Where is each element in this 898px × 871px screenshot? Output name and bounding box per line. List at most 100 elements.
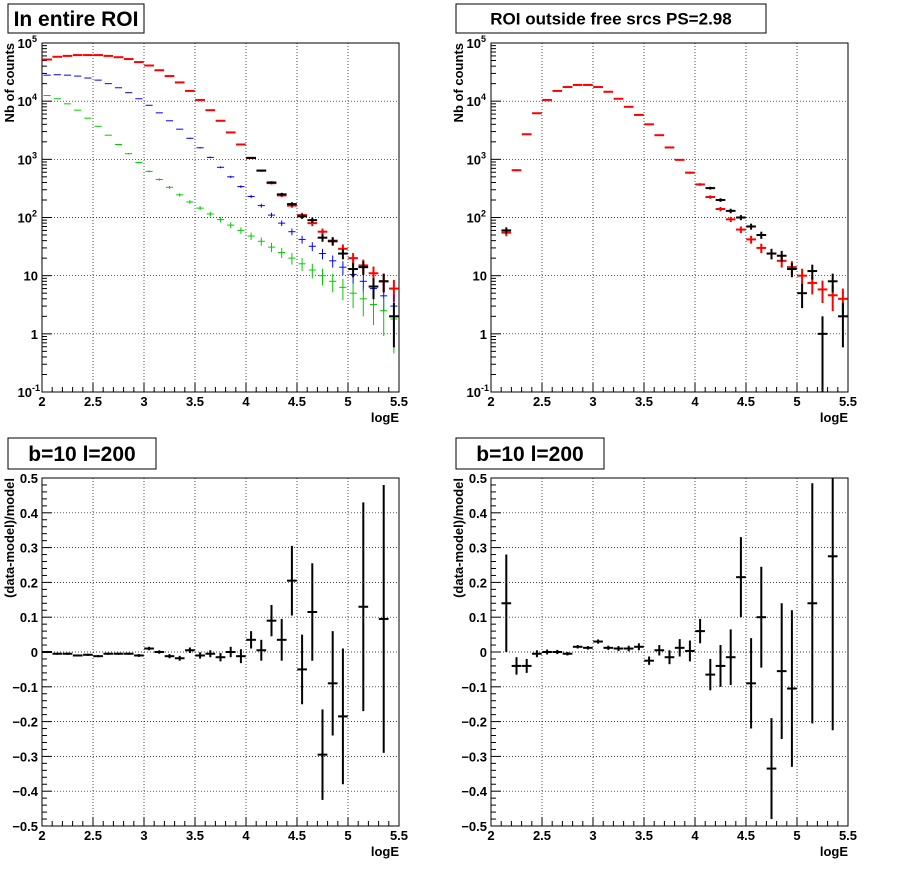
title-box bbox=[455, 437, 605, 470]
y-tick-label: 0.1 bbox=[20, 610, 38, 625]
x-tick-label: 4 bbox=[691, 828, 699, 843]
y-tick-label: −0.3 bbox=[461, 749, 487, 764]
x-tick-label: 3.5 bbox=[635, 828, 653, 843]
x-tick-label: 4 bbox=[691, 394, 699, 409]
y-tick-exponent: 4 bbox=[481, 92, 486, 102]
chart-panel-1: 22.533.544.555.510-111010210310410510log… bbox=[2, 3, 408, 425]
y-tick-label: −0.4 bbox=[461, 784, 487, 799]
y-tick-label: 0 bbox=[480, 645, 487, 660]
x-tick-label: 4 bbox=[242, 828, 250, 843]
y-axis-label: Nb of counts bbox=[2, 43, 17, 122]
y-tick-label: 0.3 bbox=[469, 541, 487, 556]
x-tick-label: 2 bbox=[38, 394, 45, 409]
title-box bbox=[455, 3, 767, 34]
y-tick-label: 0.3 bbox=[20, 541, 38, 556]
y-tick-label: 0 bbox=[31, 645, 38, 660]
x-tick-label: 2 bbox=[487, 394, 494, 409]
y-tick-label: 0.5 bbox=[469, 471, 487, 486]
y-tick-label: −0.5 bbox=[12, 819, 38, 834]
y-tick-label: −0.4 bbox=[12, 784, 38, 799]
x-tick-label: 3.5 bbox=[186, 394, 204, 409]
y-tick-label: 0.4 bbox=[20, 506, 39, 521]
x-tick-label: 3 bbox=[140, 394, 147, 409]
x-tick-label: 5 bbox=[344, 394, 351, 409]
x-tick-label: 5.5 bbox=[390, 828, 408, 843]
y-tick-label: 0.1 bbox=[469, 610, 487, 625]
y-tick-label: 1 bbox=[31, 327, 38, 342]
x-tick-label: 5 bbox=[344, 828, 351, 843]
series-1 bbox=[501, 83, 848, 317]
y-tick-exponent: 5 bbox=[481, 34, 486, 44]
y-tick-label: 10 bbox=[467, 94, 481, 109]
chart-panel-2: 22.533.544.555.510-111010210310410510log… bbox=[451, 3, 857, 425]
series-4 bbox=[246, 156, 399, 348]
chart-title: ROI outside free srcs PS=2.98 bbox=[490, 10, 731, 29]
x-tick-label: 2.5 bbox=[533, 394, 551, 409]
chart-title: In entire ROI bbox=[14, 8, 139, 31]
y-axis-label: Nb of counts bbox=[451, 43, 466, 122]
y-tick-exponent: 3 bbox=[32, 150, 37, 160]
x-tick-label: 5.5 bbox=[839, 828, 857, 843]
y-tick-label: −0.5 bbox=[461, 819, 487, 834]
x-axis-label: logE bbox=[820, 410, 848, 425]
y-tick-label: 10 bbox=[18, 36, 32, 51]
title-box bbox=[7, 3, 145, 34]
y-tick-label: 10 bbox=[473, 269, 487, 284]
y-tick-label: 10 bbox=[467, 211, 481, 226]
x-tick-label: 3 bbox=[589, 828, 596, 843]
y-tick-exponent: 3 bbox=[481, 150, 486, 160]
x-axis-label: logE bbox=[820, 844, 848, 859]
y-tick-label: 10 bbox=[24, 269, 38, 284]
chart-panel-3: 2 2.5 3 3.5 4 4.5 5 5.5 −0.5 −0.4 −0.3 −0.2 −0.1 0 0.1… bbox=[2, 437, 408, 859]
y-tick-label: 10 bbox=[18, 211, 32, 226]
y-tick-label: −0.3 bbox=[12, 749, 38, 764]
x-tick-label: 5 bbox=[793, 394, 800, 409]
y-tick-label: −0.1 bbox=[461, 680, 487, 695]
chart-panel-4: 2 2.5 3 3.5 4 4.5 5 5.5 −0.5 −0.4 −0.3 −0.2 −0.1 0 0.1… bbox=[451, 437, 857, 859]
y-tick-label: 10 bbox=[18, 94, 32, 109]
y-tick-exponent: -1 bbox=[32, 383, 40, 393]
x-tick-label: 3.5 bbox=[635, 394, 653, 409]
y-tick-label: 0.4 bbox=[469, 506, 488, 521]
y-tick-exponent: -1 bbox=[481, 383, 489, 393]
y-tick-label: −0.2 bbox=[12, 715, 38, 730]
y-tick-label: 1 bbox=[480, 327, 487, 342]
x-tick-label: 3 bbox=[589, 394, 596, 409]
y-tick-exponent: 2 bbox=[32, 209, 37, 219]
y-tick-label: 10 bbox=[467, 152, 481, 167]
title-box bbox=[7, 437, 157, 470]
x-tick-label: 4 bbox=[242, 394, 250, 409]
y-tick-label: 10 bbox=[467, 36, 481, 51]
x-tick-label: 2.5 bbox=[533, 828, 551, 843]
x-tick-label: 4.5 bbox=[737, 828, 755, 843]
x-tick-label: 2 bbox=[487, 828, 494, 843]
y-axis-label: (data-model)/model bbox=[2, 478, 17, 598]
y-tick-label: 0.2 bbox=[20, 575, 38, 590]
x-axis-label: logE bbox=[371, 844, 399, 859]
y-tick-label: −0.1 bbox=[12, 680, 38, 695]
y-tick-label: 0.2 bbox=[469, 575, 487, 590]
x-tick-label: 5.5 bbox=[390, 394, 408, 409]
x-tick-label: 4.5 bbox=[288, 828, 306, 843]
y-tick-label: −0.2 bbox=[461, 715, 487, 730]
y-tick-label: 10 bbox=[18, 385, 32, 400]
y-tick-exponent: 5 bbox=[32, 34, 37, 44]
series-1 bbox=[42, 484, 389, 800]
y-tick-label: 10 bbox=[467, 385, 481, 400]
series-2 bbox=[501, 186, 848, 392]
y-tick-exponent: 4 bbox=[32, 92, 37, 102]
x-tick-label: 4.5 bbox=[288, 394, 306, 409]
x-tick-label: 3.5 bbox=[186, 828, 204, 843]
x-tick-label: 4.5 bbox=[737, 394, 755, 409]
y-tick-exponent: 2 bbox=[481, 209, 486, 219]
y-tick-label: 10 bbox=[18, 152, 32, 167]
chart-title: b=10 l=200 bbox=[28, 443, 135, 466]
x-tick-label: 3 bbox=[140, 828, 147, 843]
x-tick-label: 5 bbox=[793, 828, 800, 843]
x-tick-label: 5.5 bbox=[839, 394, 857, 409]
y-axis-label: (data-model)/model bbox=[451, 478, 466, 598]
y-tick-label: 0.5 bbox=[20, 471, 38, 486]
x-tick-label: 2.5 bbox=[84, 394, 102, 409]
x-tick-label: 2 bbox=[38, 828, 45, 843]
